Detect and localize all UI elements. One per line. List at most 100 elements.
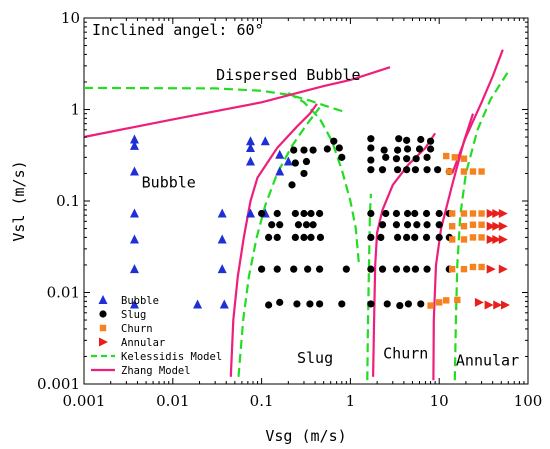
slug-point [423,221,431,229]
bubble-point [246,142,256,152]
curve-segment [451,49,504,174]
annular-point [493,300,503,310]
slug-point [383,300,391,308]
plot-area [83,17,529,385]
slug-point [426,145,435,153]
annular-point [492,221,502,231]
slug-point [392,209,401,218]
bubble-point [129,208,139,218]
region-annotations: Dispersed Bubble Bubble Slug Churn Annular [142,66,519,369]
legend-marker [98,295,108,304]
bubble-point [219,299,229,309]
slug-point [307,209,315,218]
curve-segment [237,106,321,377]
slug-point [306,300,314,308]
region-label: Bubble [142,174,196,192]
churn-point [448,236,456,243]
axis-ticks: 0.001 0.01 0.1 1 10 100 0.001 0.01 0.1 1 10 [37,9,542,410]
legend-label: Slug [121,309,146,321]
annular-point [486,234,496,244]
slug-point [417,135,425,144]
churn-point [478,168,485,175]
legend: Bubble Slug Churn Annular Kelessidis Model Zh… [91,295,222,377]
slug-point [309,221,317,229]
slug-point [293,300,301,308]
slug-point [392,155,401,163]
slug-point [367,300,375,308]
slug-point [309,146,317,154]
series-annular [474,209,510,310]
bubble-point [283,156,293,166]
slug-point [403,155,411,163]
churn-point [460,223,468,230]
slug-point [423,265,431,273]
churn-point [469,221,477,228]
slug-point [335,144,343,152]
slug-point [288,181,296,189]
y-tick-label: 1 [70,101,80,119]
churn-point [478,234,485,241]
churn-point [448,223,456,230]
slug-point [403,136,411,144]
slug-point [302,157,311,166]
slug-point [367,166,375,174]
bubble-point [246,156,256,166]
slug-point [367,135,375,143]
slug-point [291,233,299,242]
curve-segment [366,193,372,381]
region-label: Dispersed Bubble [216,66,361,84]
slug-point [367,144,375,152]
slug-point [258,209,266,218]
legend-marker [99,337,108,347]
slug-point [276,221,284,229]
x-tick-label: 1 [346,392,356,410]
slug-point [435,233,443,242]
churn-point [460,265,468,273]
annular-point [498,264,508,274]
slug-point [415,145,424,153]
slug-point [435,209,443,218]
bubble-point [129,264,139,274]
annular-point [492,234,502,244]
slug-point [403,221,412,229]
legend-label: Churn [121,323,153,335]
slug-point [290,146,298,154]
legend-label: Bubble [121,295,159,307]
curve-segment [229,103,318,377]
slug-point [300,209,308,218]
churn-point [436,299,443,306]
churn-point [478,263,485,271]
churn-point [469,234,477,241]
slug-point [307,233,315,242]
churn-point [469,210,477,217]
slug-point [367,209,375,218]
slug-point [342,265,350,273]
slug-point [268,221,276,229]
slug-point [316,265,324,273]
slug-point [258,265,266,273]
chart-marks [83,49,510,381]
slug-point [302,221,311,229]
slug-point [413,221,421,229]
slug-point [316,209,324,218]
bubble-point [129,299,139,309]
churn-point [469,168,477,175]
churn-point [446,168,453,175]
slug-point [291,159,299,167]
x-tick-label: 100 [514,392,543,410]
churn-point [460,155,468,162]
slug-point [300,146,308,154]
bubble-point [246,208,256,218]
chart-title: Inclined angel: 60° [92,21,264,39]
slug-point [393,233,402,242]
bubble-point [246,136,256,146]
bubble-point [129,140,139,150]
slug-point [423,153,431,161]
bubble-point [275,166,285,176]
slug-point [378,166,387,174]
slug-point [403,233,411,242]
slug-point [411,166,420,174]
churn-point [443,297,450,304]
churn-point [460,236,468,243]
